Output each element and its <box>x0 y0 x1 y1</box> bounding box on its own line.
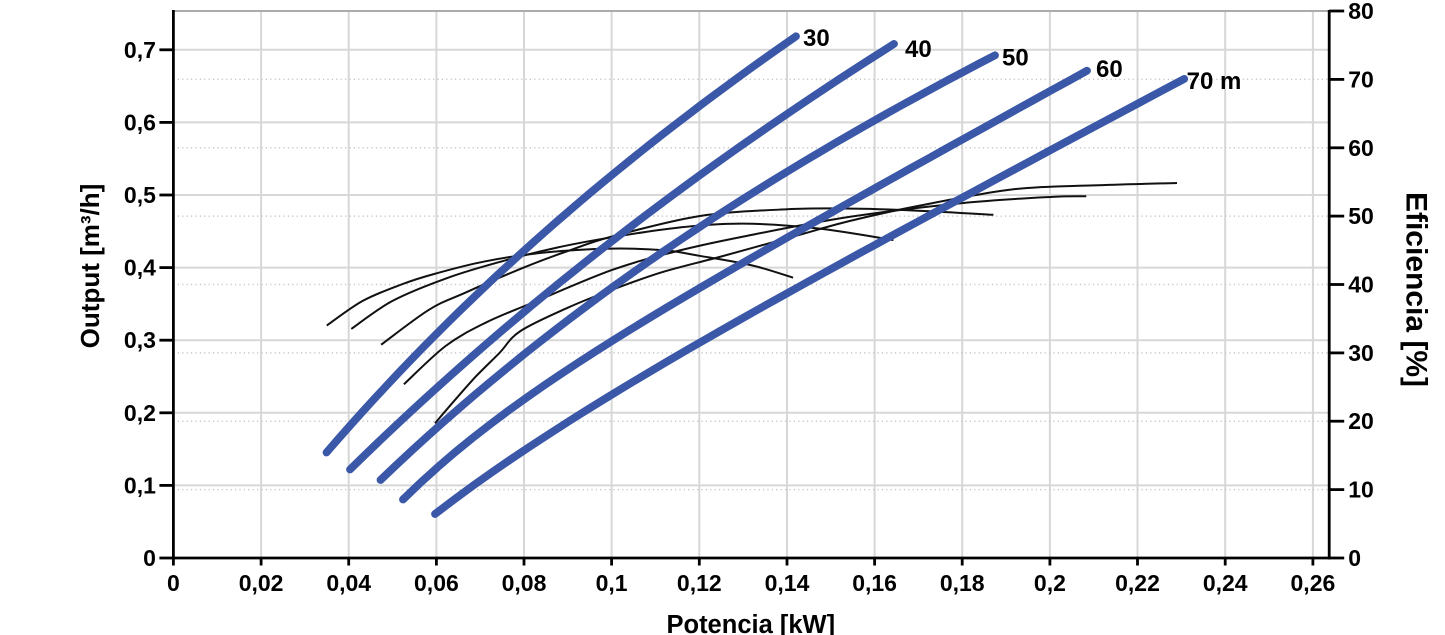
svg-text:0,2: 0,2 <box>124 400 156 426</box>
svg-text:70 m: 70 m <box>1187 68 1242 95</box>
svg-text:0: 0 <box>167 570 180 596</box>
svg-text:0,6: 0,6 <box>124 109 156 135</box>
svg-text:0,1: 0,1 <box>124 472 156 498</box>
svg-text:80: 80 <box>1348 0 1374 24</box>
svg-text:70: 70 <box>1348 66 1374 92</box>
svg-text:50: 50 <box>1348 203 1374 229</box>
svg-text:10: 10 <box>1348 477 1374 503</box>
svg-text:0,04: 0,04 <box>326 570 371 596</box>
svg-text:0,1: 0,1 <box>596 570 628 596</box>
svg-text:0: 0 <box>143 545 156 571</box>
svg-text:30: 30 <box>803 25 830 52</box>
svg-text:0,16: 0,16 <box>852 570 897 596</box>
svg-text:0,02: 0,02 <box>239 570 284 596</box>
svg-text:Output [m³/h]: Output [m³/h] <box>75 184 105 349</box>
svg-text:0: 0 <box>1348 545 1361 571</box>
svg-text:0,06: 0,06 <box>414 570 459 596</box>
svg-text:60: 60 <box>1348 135 1374 161</box>
svg-text:0,24: 0,24 <box>1203 570 1248 596</box>
svg-text:0,18: 0,18 <box>940 570 985 596</box>
svg-text:60: 60 <box>1096 56 1123 83</box>
svg-text:0,12: 0,12 <box>677 570 722 596</box>
svg-text:0,3: 0,3 <box>124 327 156 353</box>
svg-text:0,22: 0,22 <box>1115 570 1160 596</box>
svg-text:0,4: 0,4 <box>124 255 156 281</box>
svg-text:0,26: 0,26 <box>1291 570 1336 596</box>
svg-text:Potencia [kW]: Potencia [kW] <box>666 611 835 635</box>
svg-text:50: 50 <box>1002 45 1029 72</box>
svg-text:0,5: 0,5 <box>124 182 156 208</box>
svg-text:0,14: 0,14 <box>765 570 810 596</box>
svg-text:0,08: 0,08 <box>502 570 547 596</box>
svg-text:40: 40 <box>905 36 932 63</box>
svg-text:0,2: 0,2 <box>1034 570 1066 596</box>
svg-text:0,7: 0,7 <box>124 37 156 63</box>
svg-text:40: 40 <box>1348 272 1374 298</box>
svg-text:20: 20 <box>1348 408 1374 434</box>
svg-text:30: 30 <box>1348 340 1374 366</box>
svg-text:Eficiencia [%]: Eficiencia [%] <box>1400 192 1433 387</box>
